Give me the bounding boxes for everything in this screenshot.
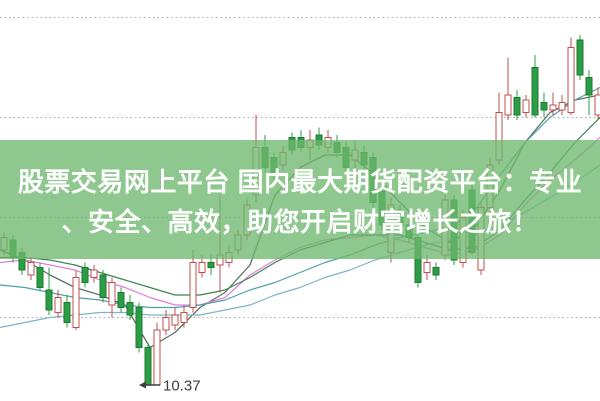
candle-body (504, 94, 512, 116)
candle-body (27, 262, 35, 276)
candle-body (576, 39, 584, 76)
candle-body (567, 47, 575, 113)
candle-body (189, 262, 197, 308)
candle-body (90, 269, 98, 278)
candle-body (162, 317, 170, 331)
candle-body (45, 289, 53, 311)
candle-body (198, 262, 206, 273)
candle-body (531, 67, 539, 116)
candle-body (180, 312, 188, 323)
candle-body (144, 347, 152, 386)
candle-body (153, 329, 161, 386)
candle-body (36, 267, 44, 288)
candle-body (108, 282, 116, 306)
low-arrow-head-icon (139, 381, 146, 389)
candle-body (513, 97, 521, 116)
candle-body (549, 104, 557, 111)
low-price-label: 10.37 (163, 378, 201, 395)
candle-body (522, 99, 530, 113)
candle-body (126, 302, 134, 316)
candle-body (558, 102, 566, 111)
candle-body (432, 267, 440, 276)
candle-body (117, 292, 125, 308)
promo-band (0, 140, 600, 259)
candle-body (540, 102, 548, 111)
candle-body (72, 277, 80, 328)
candle-body (423, 262, 431, 273)
candle-body (594, 94, 600, 116)
candle-body (99, 274, 107, 298)
candle-body (135, 307, 143, 348)
candle-body (585, 77, 593, 96)
candle-body (54, 297, 62, 313)
candle-body (81, 267, 89, 283)
candle-body (171, 314, 179, 326)
candle-body (207, 262, 215, 268)
candle-body (63, 302, 71, 323)
